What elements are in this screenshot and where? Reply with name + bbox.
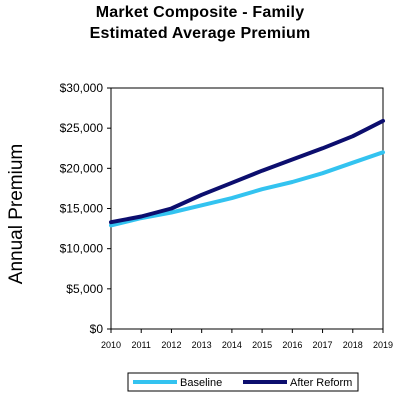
x-tick-label: 2015	[252, 340, 272, 350]
y-tick-label: $0	[90, 322, 104, 336]
y-tick-label: $10,000	[60, 242, 104, 256]
legend-label: Baseline	[180, 377, 222, 389]
x-tick-label: 2012	[161, 340, 181, 350]
x-tick-label: 2010	[101, 340, 121, 350]
y-tick-label: $20,000	[60, 161, 104, 175]
x-tick-label: 2016	[282, 340, 302, 350]
legend-label: After Reform	[290, 377, 352, 389]
x-tick-label: 2017	[313, 340, 333, 350]
legend: Baseline After Reform	[127, 372, 359, 392]
x-tick-label: 2019	[373, 340, 393, 350]
series-line-after-reform	[109, 118, 385, 225]
plot-area	[110, 87, 384, 330]
y-tick-label: $5,000	[66, 282, 103, 296]
x-tick-label: 2014	[222, 340, 242, 350]
chart-title-line-2: Estimated Average Premium	[89, 25, 311, 42]
y-tick-label: $30,000	[60, 81, 104, 95]
series-line-baseline	[109, 150, 385, 228]
x-tick-label: 2013	[192, 340, 212, 350]
x-tick-label: 2018	[343, 340, 363, 350]
chart-title-line-1: Market Composite - Family	[95, 4, 305, 21]
y-tick-label: $15,000	[60, 202, 104, 216]
y-tick-label: $25,000	[60, 121, 104, 135]
x-tick-label: 2011	[132, 340, 151, 350]
